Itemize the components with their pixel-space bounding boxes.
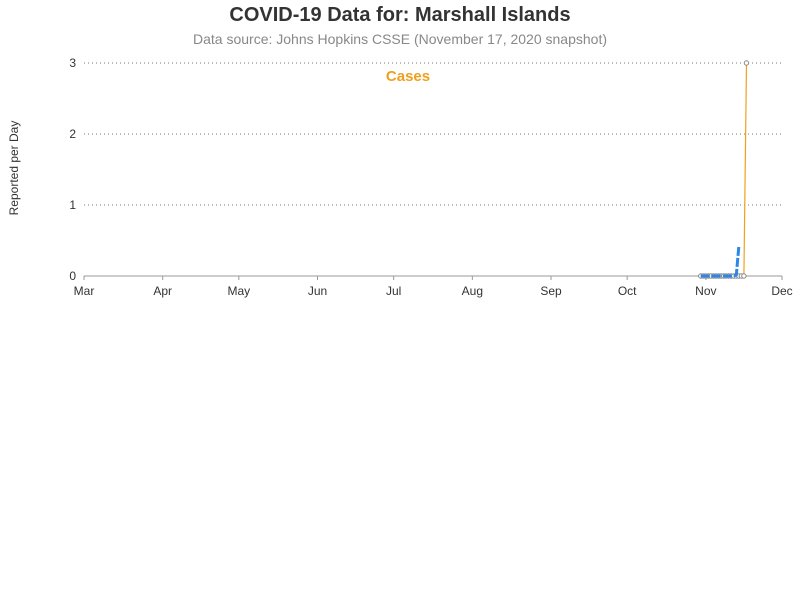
x-tick-label: Jun [308,284,327,298]
daily-cases-line [700,62,748,277]
chart-subtitle: Data source: Johns Hopkins CSSE (Novembe… [193,31,607,47]
series-label-cases: Cases [386,68,430,85]
chart-title: COVID-19 Data for: Marshall Islands [229,4,571,26]
x-tick-label: Sep [540,284,562,298]
grid-lines [84,62,782,206]
y-tick-label: 2 [69,127,76,141]
x-tick-label: Oct [618,284,637,298]
x-tick-label: Jul [386,284,401,298]
x-tick-label: Dec [771,284,792,298]
x-tick-label: Nov [695,284,716,298]
x-tick-label: Mar [74,284,95,298]
x-tick-label: May [227,284,250,298]
x-tick-label: Apr [153,284,172,298]
series [698,60,750,279]
daily-cases-point [743,60,750,66]
axes: 0 1 2 3 Mar Apr May Jun Jul Aug Sep Oct Nov Dec [69,56,792,298]
y-tick-label: 1 [69,198,76,212]
daily-cases-point [741,273,747,279]
x-tick-label: Aug [462,284,483,298]
average-cases-line [700,245,741,278]
y-tick-label: 3 [69,56,76,70]
y-tick-label: 0 [69,269,76,283]
